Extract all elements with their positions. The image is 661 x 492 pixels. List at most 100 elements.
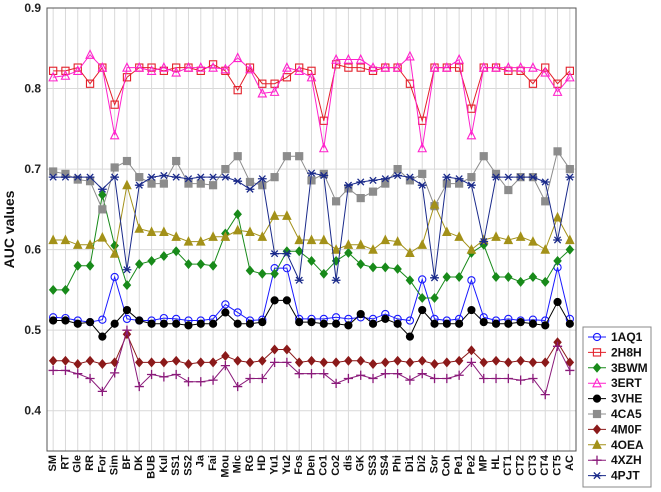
data-point	[122, 73, 132, 82]
x-tick-label: Gle	[72, 455, 84, 473]
data-point	[159, 226, 169, 237]
data-point	[504, 319, 513, 328]
data-point	[565, 365, 575, 376]
data-point	[282, 357, 292, 367]
data-point	[269, 210, 280, 220]
legend-label: 4OEA	[611, 438, 644, 452]
legend-item-2H8H: 2H8H	[588, 345, 642, 359]
data-point	[479, 318, 488, 327]
data-point	[171, 369, 181, 380]
legend-item-1AQ1: 1AQ1	[588, 330, 643, 344]
data-point	[491, 231, 501, 241]
data-point	[122, 314, 132, 324]
x-tick-label: dis	[342, 455, 354, 471]
data-point	[195, 236, 206, 246]
data-point	[122, 266, 132, 274]
y-tick-label: 0.4	[24, 404, 41, 418]
data-point	[491, 173, 501, 181]
data-point	[294, 369, 304, 379]
data-point	[270, 268, 279, 279]
x-tick-label: For	[96, 454, 108, 472]
data-point	[122, 325, 132, 335]
legend-marker	[592, 362, 602, 373]
legend-item-3VHE: 3VHE	[588, 392, 642, 406]
data-point	[356, 259, 365, 270]
data-point	[565, 234, 575, 245]
data-point	[307, 355, 316, 366]
data-point	[258, 181, 267, 190]
data-point	[454, 53, 465, 64]
data-point	[85, 79, 95, 88]
data-point	[393, 164, 402, 174]
data-point	[504, 272, 513, 282]
data-point	[233, 319, 242, 328]
data-point	[381, 179, 390, 188]
data-point	[184, 321, 193, 330]
data-point	[381, 357, 390, 368]
legend-marker	[592, 439, 602, 449]
data-point	[528, 272, 538, 282]
legend-item-4PJT: 4PJT	[588, 469, 640, 483]
data-point	[430, 292, 439, 303]
data-point	[368, 262, 378, 273]
x-tick-label: RG	[244, 455, 256, 472]
x-tick-label: Co2	[330, 455, 342, 476]
data-point	[257, 175, 267, 183]
data-point	[442, 173, 452, 181]
data-point	[392, 236, 403, 246]
data-point	[393, 319, 402, 328]
data-point	[134, 61, 145, 72]
data-point	[220, 173, 230, 181]
legend-item-4M0F: 4M0F	[588, 422, 642, 436]
data-point	[466, 244, 477, 254]
data-point	[319, 268, 329, 279]
data-point	[356, 355, 365, 366]
data-point	[98, 189, 107, 200]
data-point	[565, 244, 575, 255]
data-point	[134, 381, 144, 392]
data-point	[331, 53, 341, 64]
data-point	[344, 63, 353, 72]
data-point	[110, 100, 119, 109]
data-point	[541, 197, 550, 206]
data-point	[233, 355, 242, 366]
data-point	[454, 370, 464, 380]
data-point	[245, 63, 255, 74]
data-point	[48, 173, 58, 181]
data-point	[515, 61, 526, 72]
data-point	[467, 276, 476, 285]
data-point	[282, 296, 291, 305]
data-point	[159, 357, 169, 368]
x-tick-label: SS4	[379, 454, 391, 476]
data-point	[553, 255, 562, 266]
data-point	[195, 61, 206, 72]
data-point	[233, 86, 242, 95]
data-point	[344, 321, 353, 330]
data-point	[405, 275, 415, 286]
data-point	[49, 167, 58, 176]
data-point	[479, 357, 488, 368]
data-point	[85, 260, 95, 271]
data-point	[454, 63, 464, 72]
data-point	[97, 232, 108, 242]
data-point	[61, 284, 70, 295]
data-point	[73, 369, 83, 379]
x-tick-label: Yu1	[268, 455, 280, 475]
data-point	[380, 234, 391, 245]
data-point	[258, 318, 267, 327]
data-point	[122, 179, 132, 190]
legend-item-4XZH: 4XZH	[588, 453, 642, 467]
series-3BWM	[48, 189, 575, 303]
y-axis-title: AUC values	[1, 190, 17, 268]
data-point	[97, 386, 107, 396]
legend-label: 4XZH	[611, 453, 642, 467]
data-point	[430, 274, 439, 282]
legend-label: 4PJT	[611, 469, 640, 483]
data-point	[282, 250, 292, 258]
data-point	[109, 129, 120, 140]
data-point	[135, 316, 144, 325]
data-point	[478, 61, 489, 72]
data-point	[196, 319, 205, 328]
data-point	[553, 297, 562, 307]
legend-item-3ERT: 3ERT	[588, 376, 642, 390]
